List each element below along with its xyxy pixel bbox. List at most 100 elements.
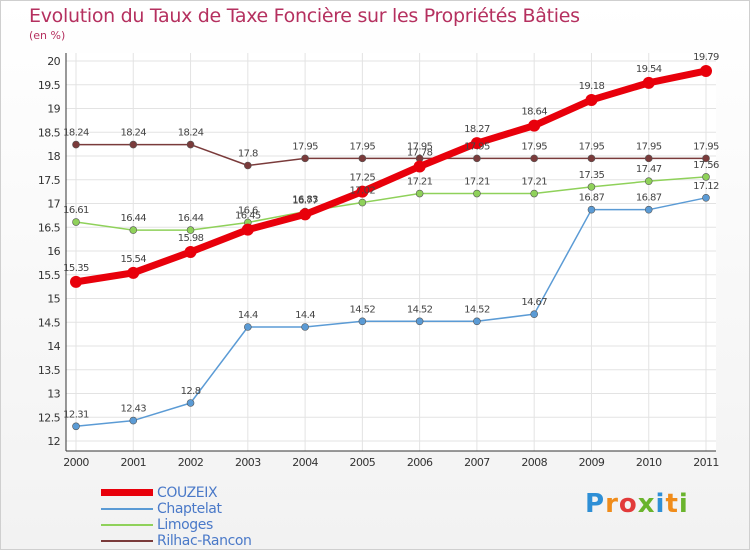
- y-tick-label: 12.5: [38, 411, 61, 424]
- data-point-couzeix: [528, 119, 541, 132]
- series-line-chaptelat: [75, 197, 707, 428]
- x-tick-label: 2005: [350, 456, 376, 469]
- data-label-rilhac-rancon: 17.95: [407, 141, 433, 152]
- data-point-rilhac-rancon: [129, 140, 138, 149]
- data-label-chaptelat: 14.52: [407, 304, 433, 315]
- data-point-couzeix: [642, 76, 655, 89]
- x-tick-label: 2000: [63, 456, 89, 469]
- data-label-couzeix: 19.79: [693, 52, 719, 63]
- y-tick-label: 17: [47, 198, 60, 211]
- logo-letter: t: [665, 489, 679, 519]
- data-label-rilhac-rancon: 17.95: [521, 141, 547, 152]
- data-point-limoges: [530, 189, 538, 198]
- y-tick-label: 15: [47, 293, 60, 306]
- legend-swatch-couzeix: [101, 489, 153, 496]
- y-tick-label: 14.5: [38, 316, 61, 329]
- y-tick-label: 18.5: [38, 126, 61, 139]
- y-tick-label: 19.5: [38, 79, 61, 92]
- data-point-rilhac-rancon: [244, 161, 252, 170]
- data-label-rilhac-rancon: 18.24: [178, 128, 204, 139]
- data-label-rilhac-rancon: 17.95: [693, 141, 719, 152]
- data-label-chaptelat: 16.87: [636, 193, 662, 204]
- data-label-chaptelat: 14.4: [295, 310, 315, 321]
- x-tick-label: 2006: [407, 456, 433, 469]
- data-point-couzeix: [413, 160, 426, 173]
- legend-label-couzeix: COUZEIX: [157, 485, 218, 501]
- logo-letter: o: [618, 489, 638, 519]
- x-tick-label: 2008: [521, 456, 547, 469]
- data-label-rilhac-rancon: 17.95: [350, 141, 376, 152]
- data-point-chaptelat: [186, 399, 195, 407]
- series-line-couzeix: [72, 67, 710, 286]
- data-label-couzeix: 17.25: [350, 173, 376, 184]
- data-label-limoges: 16.6: [238, 206, 258, 217]
- data-point-couzeix: [585, 93, 598, 106]
- y-tick-label: 18: [47, 150, 60, 163]
- data-point-rilhac-rancon: [644, 154, 653, 163]
- data-label-chaptelat: 12.8: [181, 386, 201, 397]
- y-tick-label: 17.5: [38, 174, 61, 187]
- data-label-couzeix: 19.54: [636, 64, 662, 75]
- legend-label-chaptelat: Chaptelat: [157, 501, 222, 517]
- data-label-chaptelat: 12.43: [120, 404, 146, 415]
- data-point-chaptelat: [415, 317, 424, 326]
- data-point-couzeix: [184, 245, 197, 258]
- data-label-limoges: 17.21: [464, 177, 490, 188]
- data-point-chaptelat: [473, 317, 481, 326]
- proxiti-logo: Proxiti: [585, 489, 689, 519]
- y-tick-label: 13: [47, 388, 60, 401]
- data-label-couzeix: 16.77: [292, 195, 318, 206]
- plot-area: [66, 53, 716, 451]
- data-label-rilhac-rancon: 17.95: [579, 141, 605, 152]
- data-point-rilhac-rancon: [72, 140, 80, 149]
- series-line-rilhac-rancon: [75, 143, 707, 167]
- data-point-rilhac-rancon: [587, 154, 596, 163]
- data-label-couzeix: 15.98: [178, 233, 204, 244]
- x-tick-label: 2011: [693, 456, 719, 469]
- legend-label-limoges: Limoges: [157, 517, 213, 533]
- data-point-chaptelat: [301, 323, 309, 331]
- legend-label-rilhac-rancon: Rilhac-Rancon: [157, 533, 252, 549]
- y-tick-label: 14: [47, 340, 60, 353]
- data-point-couzeix: [299, 208, 312, 221]
- data-label-chaptelat: 14.52: [350, 304, 376, 315]
- data-label-limoges: 16.44: [178, 213, 204, 224]
- x-tick-label: 2007: [464, 456, 490, 469]
- data-label-couzeix: 15.35: [63, 263, 89, 274]
- data-point-chaptelat: [72, 422, 80, 431]
- y-tick-label: 16: [47, 245, 60, 258]
- data-point-rilhac-rancon: [358, 154, 367, 163]
- data-point-chaptelat: [129, 416, 138, 425]
- data-point-chaptelat: [644, 205, 653, 214]
- data-point-limoges: [473, 189, 481, 198]
- data-point-limoges: [72, 218, 80, 226]
- data-label-limoges: 16.61: [63, 205, 89, 216]
- data-label-couzeix: 18.64: [521, 107, 547, 118]
- data-point-couzeix: [70, 275, 82, 288]
- x-tick-label: 2003: [235, 456, 261, 469]
- data-label-rilhac-rancon: 17.95: [464, 141, 490, 152]
- data-point-rilhac-rancon: [473, 154, 481, 163]
- y-tick-label: 13.5: [38, 364, 61, 377]
- data-label-limoges: 17.35: [579, 170, 605, 181]
- y-tick-label: 19: [47, 103, 60, 116]
- data-label-limoges: 17.21: [521, 177, 547, 188]
- data-point-limoges: [415, 189, 424, 198]
- data-point-rilhac-rancon: [530, 154, 538, 163]
- logo-letter: x: [637, 489, 656, 519]
- data-point-chaptelat: [244, 323, 252, 331]
- data-label-limoges: 16.83: [292, 195, 318, 206]
- logo-letter: i: [678, 489, 689, 519]
- y-tick-label: 20: [47, 55, 60, 68]
- data-label-couzeix: 18.27: [464, 124, 490, 135]
- data-point-chaptelat: [587, 205, 596, 214]
- data-label-rilhac-rancon: 17.95: [292, 141, 318, 152]
- chart-title: Evolution du Taux de Taxe Foncière sur l…: [29, 5, 580, 27]
- y-tick-label: 16.5: [38, 221, 61, 234]
- data-label-couzeix: 19.18: [579, 81, 605, 92]
- data-label-chaptelat: 16.87: [579, 193, 605, 204]
- logo-letter: P: [585, 489, 606, 519]
- legend-swatch-limoges: [101, 524, 153, 526]
- legend-swatch-rilhac-rancon: [101, 540, 153, 542]
- data-label-limoges: 17.56: [693, 160, 719, 171]
